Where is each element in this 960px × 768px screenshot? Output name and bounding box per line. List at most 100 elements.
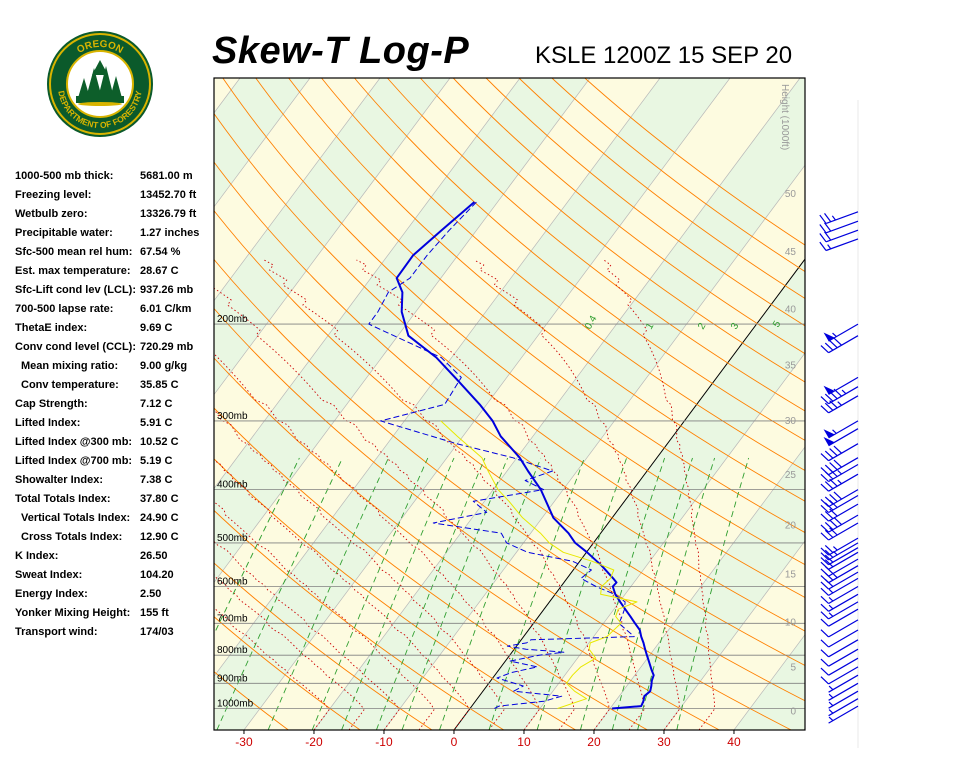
mixing-ratio-line [637, 457, 716, 730]
pressure-label: 300mb [217, 411, 248, 422]
moist-adiabat [214, 353, 540, 730]
index-value: 7.12 C [140, 398, 173, 410]
index-label: Cross Totals Index: [21, 531, 123, 543]
index-row: Transport wind: 174/03 [15, 626, 215, 645]
index-value: 1.27 inches [140, 227, 200, 239]
plot-area [0, 78, 960, 730]
wind-barb [820, 494, 859, 514]
dry-adiabat [288, 78, 805, 502]
isotherm [593, 446, 805, 730]
wind-barb [823, 420, 859, 439]
dry-adiabat [222, 78, 805, 566]
index-value: 67.54 % [140, 246, 181, 258]
index-row: Cross Totals Index: 12.90 C [15, 531, 215, 550]
height-tick-label: 35 [785, 361, 797, 372]
height-tick-label: 0 [790, 706, 796, 717]
dry-adiabat [214, 357, 720, 730]
index-row: Cap Strength: 7.12 C [15, 398, 215, 417]
isotherm-band [313, 78, 805, 730]
isotherm-band [214, 78, 731, 730]
wind-barb [819, 238, 859, 252]
index-row: Conv cond level (CCL): 720.29 mb [15, 341, 215, 360]
index-value: 937.26 mb [140, 284, 194, 296]
index-row: Freezing level: 13452.70 ft [15, 189, 215, 208]
mixing-ratio-line [579, 457, 666, 730]
dry-adiabat [354, 78, 805, 441]
mixing-ratio-line [536, 457, 628, 730]
index-label: Yonker Mixing Height: [15, 607, 131, 619]
index-label: Lifted Index @300 mb: [15, 436, 133, 448]
x-tick-label: -10 [375, 735, 393, 749]
svg-text:OREGON: OREGON [75, 39, 125, 56]
index-label: Precipitable water: [15, 227, 113, 239]
wind-barb [819, 211, 859, 224]
wind-barb [820, 639, 859, 658]
index-value: 6.01 C/km [140, 303, 192, 315]
wind-barb [828, 698, 859, 717]
index-label: Sfc-500 mean rel hum: [15, 246, 133, 258]
chart-title: Skew-T Log-P [212, 30, 470, 72]
index-label: Transport wind: [15, 626, 98, 638]
isotherm [383, 164, 805, 730]
isotherm [214, 78, 451, 396]
wind-barb [820, 463, 859, 483]
index-label: 1000-500 mb thick: [15, 170, 114, 182]
moist-adiabat [214, 287, 575, 730]
index-value: 720.29 mb [140, 341, 194, 353]
pressure-label: 700mb [217, 613, 248, 624]
wind-barb [820, 571, 859, 590]
index-row: Energy Index: 2.50 [15, 588, 215, 607]
wind-barb [820, 608, 859, 627]
pressure-label: 600mb [217, 576, 248, 587]
height-tick-label: 50 [785, 189, 797, 200]
index-value: 13452.70 ft [140, 189, 197, 201]
index-value: 12.90 C [140, 531, 179, 543]
index-row: Showalter Index: 7.38 C [15, 474, 215, 493]
wind-barb [820, 514, 859, 533]
temperature-trace [395, 201, 655, 710]
index-row: 700-500 lapse rate: 6.01 C/km [15, 303, 215, 322]
height-tick-label: 25 [785, 470, 797, 481]
wind-barb [820, 629, 859, 648]
wind-barb [820, 547, 859, 566]
index-label: Wetbulb zero: [15, 208, 88, 220]
isotherm-band [0, 78, 170, 730]
dry-adiabat [551, 78, 805, 273]
isotherm [0, 78, 170, 730]
moist-adiabat [473, 259, 680, 730]
wind-barb [819, 229, 859, 243]
height-axis-label: Height (1000ft) [779, 84, 790, 150]
moist-adiabat [356, 259, 645, 730]
wind-barb [820, 503, 859, 522]
index-label: ThetaE index: [15, 322, 88, 334]
height-tick-label: 40 [785, 304, 797, 315]
isotherm-band [874, 78, 960, 730]
index-label: Mean mixing ratio: [21, 360, 119, 372]
isotherm [663, 540, 805, 730]
height-tick-label: 10 [785, 617, 797, 628]
dry-adiabat [214, 407, 648, 730]
mixing-ratio-label: 2 [696, 321, 709, 332]
dry-adiabat [214, 161, 805, 632]
index-row: Lifted Index @700 mb: 5.19 C [15, 455, 215, 474]
index-value: 2.50 [140, 588, 162, 600]
index-value: 7.38 C [140, 474, 173, 486]
mixing-ratio-line [439, 457, 542, 730]
mixing-ratio-line [401, 457, 509, 730]
index-row: Total Totals Index: 37.80 C [15, 493, 215, 512]
index-row: Est. max temperature: 28.67 C [15, 265, 215, 284]
index-label: Est. max temperature: [15, 265, 131, 277]
wind-barb [820, 577, 859, 596]
index-value: 35.85 C [140, 379, 179, 391]
dry-adiabat [518, 78, 805, 299]
index-row: Mean mixing ratio: 9.00 g/kg [15, 360, 215, 379]
wind-barb [828, 674, 859, 693]
isotherm [214, 78, 591, 583]
dry-adiabat [214, 112, 805, 598]
wind-barb [820, 593, 859, 612]
wind-barb [820, 335, 859, 354]
isotherm [214, 78, 661, 677]
index-value: 9.69 C [140, 322, 173, 334]
isotherm [214, 78, 521, 490]
